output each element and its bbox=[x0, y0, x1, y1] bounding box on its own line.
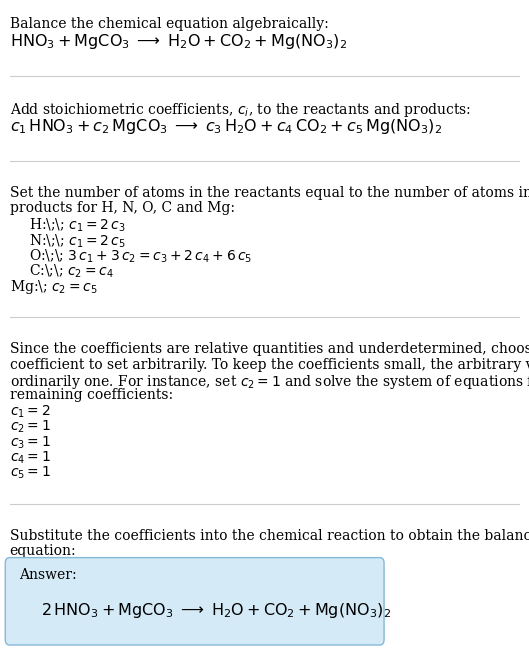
Text: $2\,\mathrm{HNO_3} + \mathrm{MgCO_3} \;\longrightarrow\; \mathrm{H_2O} + \mathrm: $2\,\mathrm{HNO_3} + \mathrm{MgCO_3} \;\… bbox=[41, 601, 391, 620]
Text: equation:: equation: bbox=[10, 544, 76, 558]
Text: Mg:\; $c_2 = c_5$: Mg:\; $c_2 = c_5$ bbox=[10, 278, 97, 296]
Text: coefficient to set arbitrarily. To keep the coefficients small, the arbitrary va: coefficient to set arbitrarily. To keep … bbox=[10, 358, 529, 372]
Text: $c_1\,\mathrm{HNO_3} + c_2\,\mathrm{MgCO_3} \;\longrightarrow\; c_3\,\mathrm{H_2: $c_1\,\mathrm{HNO_3} + c_2\,\mathrm{MgCO… bbox=[10, 117, 442, 135]
Text: Since the coefficients are relative quantities and underdetermined, choose a: Since the coefficients are relative quan… bbox=[10, 342, 529, 356]
Text: H:\;\; $c_1 = 2\,c_3$: H:\;\; $c_1 = 2\,c_3$ bbox=[29, 217, 126, 234]
Text: Substitute the coefficients into the chemical reaction to obtain the balanced: Substitute the coefficients into the che… bbox=[10, 529, 529, 543]
Text: $c_5 = 1$: $c_5 = 1$ bbox=[10, 465, 50, 482]
Text: $c_1 = 2$: $c_1 = 2$ bbox=[10, 404, 50, 420]
Text: ordinarily one. For instance, set $c_2 = 1$ and solve the system of equations fo: ordinarily one. For instance, set $c_2 =… bbox=[10, 373, 529, 391]
Text: O:\;\; $3\,c_1 + 3\,c_2 = c_3 + 2\,c_4 + 6\,c_5$: O:\;\; $3\,c_1 + 3\,c_2 = c_3 + 2\,c_4 +… bbox=[29, 247, 252, 265]
Text: remaining coefficients:: remaining coefficients: bbox=[10, 388, 172, 402]
Text: Answer:: Answer: bbox=[19, 568, 77, 582]
Text: Balance the chemical equation algebraically:: Balance the chemical equation algebraica… bbox=[10, 17, 329, 31]
Text: $c_4 = 1$: $c_4 = 1$ bbox=[10, 450, 50, 466]
Text: $c_3 = 1$: $c_3 = 1$ bbox=[10, 434, 50, 451]
Text: Add stoichiometric coefficients, $c_i$, to the reactants and products:: Add stoichiometric coefficients, $c_i$, … bbox=[10, 101, 471, 119]
Text: products for H, N, O, C and Mg:: products for H, N, O, C and Mg: bbox=[10, 201, 234, 215]
Text: $\mathrm{HNO_3 + MgCO_3 \;\longrightarrow\; H_2O + CO_2 + Mg(NO_3)_2}$: $\mathrm{HNO_3 + MgCO_3 \;\longrightarro… bbox=[10, 32, 347, 51]
Text: N:\;\; $c_1 = 2\,c_5$: N:\;\; $c_1 = 2\,c_5$ bbox=[29, 232, 126, 249]
Text: Set the number of atoms in the reactants equal to the number of atoms in the: Set the number of atoms in the reactants… bbox=[10, 186, 529, 200]
Text: C:\;\; $c_2 = c_4$: C:\;\; $c_2 = c_4$ bbox=[29, 263, 114, 280]
Text: $c_2 = 1$: $c_2 = 1$ bbox=[10, 419, 50, 436]
FancyBboxPatch shape bbox=[5, 558, 384, 645]
